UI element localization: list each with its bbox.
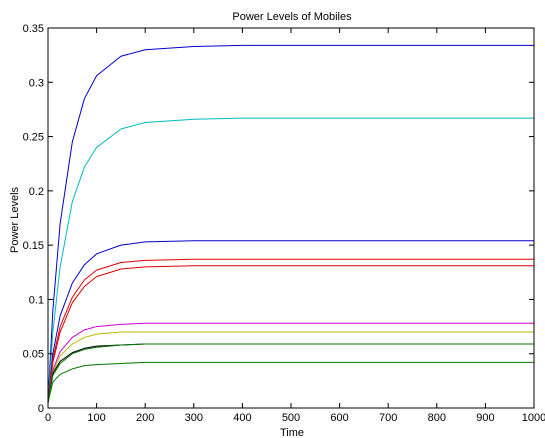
series-line-1 (47, 44, 534, 403)
series-line-4 (47, 258, 534, 403)
series-line-5 (47, 265, 534, 403)
y-tick-label: 0.1 (29, 294, 44, 306)
series-line-7 (47, 331, 534, 403)
x-tick-label: 300 (185, 412, 203, 424)
y-tick-label: 0 (38, 403, 44, 415)
x-tick-label: 900 (476, 412, 494, 424)
y-tick-label: 0.05 (23, 349, 44, 361)
x-tick-label: 200 (136, 412, 154, 424)
tick-layer: 0 100 200 300 400 500 600 700 800 900 1000 0 0.05 0.1… (23, 23, 545, 424)
x-tick-label: 0 (45, 412, 51, 424)
y-axis-label: Power Levels (9, 186, 21, 253)
series-line-9 (47, 343, 534, 403)
x-tick-label: 800 (428, 412, 446, 424)
x-axis-label: Time (280, 427, 304, 438)
axes-frame (47, 27, 535, 409)
y-tick-label: 0.15 (23, 240, 44, 252)
series-layer (47, 44, 534, 403)
y-tick-label: 0.25 (23, 132, 44, 144)
x-tick-label: 700 (379, 412, 397, 424)
x-tick-label: 1000 (522, 412, 545, 424)
y-tick-label: 0.2 (29, 186, 44, 198)
x-tick-label: 500 (282, 412, 300, 424)
series-line-2 (47, 117, 534, 403)
series-line-10 (47, 361, 534, 403)
x-tick-label: 600 (330, 412, 348, 424)
series-line-6 (47, 322, 534, 403)
y-tick-label: 0.3 (29, 77, 44, 89)
chart-title: Power Levels of Mobiles (232, 11, 352, 23)
series-line-3 (47, 240, 534, 403)
y-tick-label: 0.35 (23, 23, 44, 35)
x-tick-label: 400 (233, 412, 251, 424)
x-tick-label: 100 (87, 412, 105, 424)
